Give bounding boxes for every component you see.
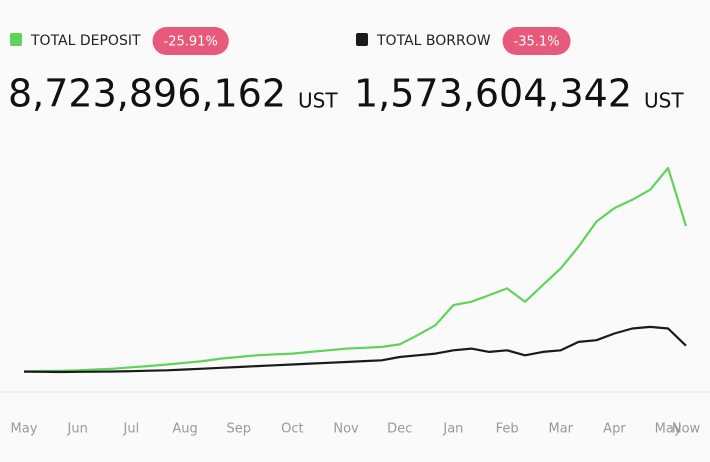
change-text: -25.91% — [164, 35, 218, 50]
x-tick-label: Sep — [226, 422, 251, 437]
x-tick-label: May — [655, 422, 682, 437]
series-line — [23, 166, 688, 373]
total-value: 8,723,896,162 — [8, 72, 286, 116]
x-tick-label: Now — [672, 422, 701, 437]
change-badge — [502, 27, 571, 55]
total-value: 1,573,604,342 — [354, 72, 632, 116]
x-tick-label: Apr — [603, 422, 626, 437]
x-tick-label: Jul — [123, 422, 140, 437]
x-tick-label: Aug — [172, 422, 197, 437]
total-unit: UST — [298, 89, 338, 113]
x-tick-label: Nov — [333, 422, 359, 437]
total-unit: UST — [644, 89, 684, 113]
x-tick-label: Jan — [442, 422, 463, 437]
legend-swatch — [356, 33, 368, 46]
x-tick-label: May — [11, 422, 38, 437]
x-tick-label: Mar — [548, 422, 573, 437]
change-text: -35.1% — [514, 35, 560, 50]
x-tick-label: Dec — [387, 422, 412, 437]
x-tick-label: Feb — [496, 422, 519, 437]
legend-label: TOTAL BORROW — [376, 33, 491, 49]
x-tick-label: Jun — [67, 422, 88, 437]
x-tick-label: Oct — [281, 422, 303, 437]
series-line — [23, 325, 687, 374]
legend-swatch — [10, 33, 22, 46]
legend-label: TOTAL DEPOSIT — [30, 33, 141, 49]
change-badge — [152, 27, 229, 55]
